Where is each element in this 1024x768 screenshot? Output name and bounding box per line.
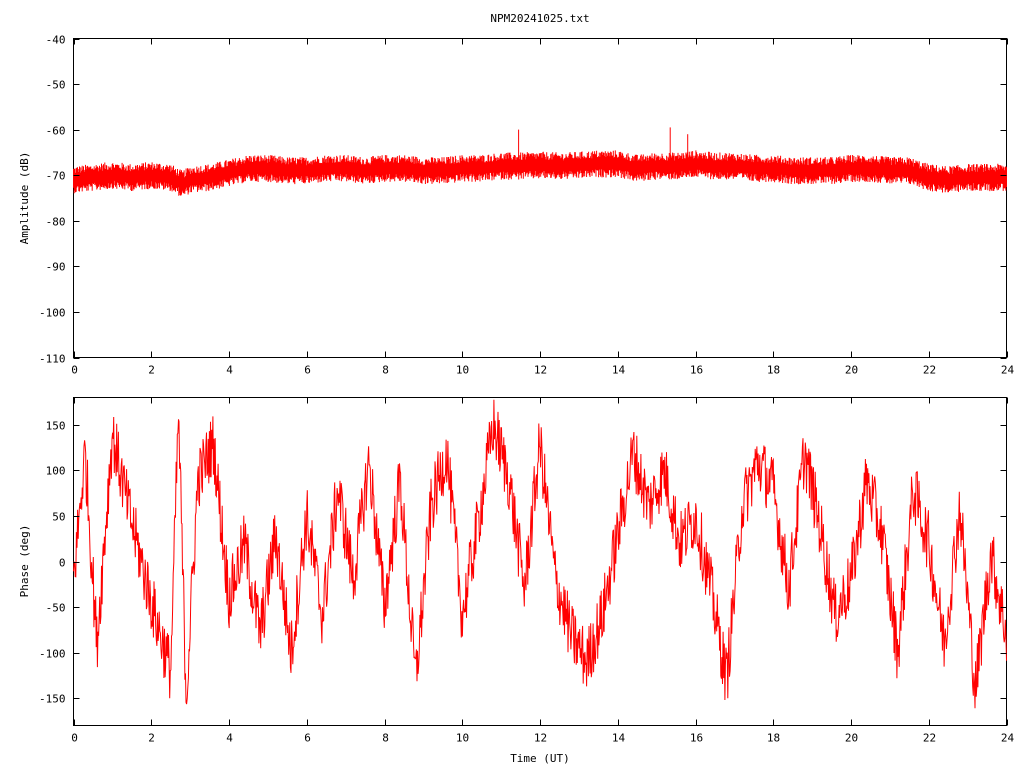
- x-tick-label: 24: [1001, 364, 1015, 377]
- x-tick-label: 20: [845, 732, 858, 745]
- phase-axes-group: 0 2 4 6 8 10 12 14 16 18 20 22 24150100500-50-100-15…: [39, 397, 1015, 745]
- x-tick-label: 2: [148, 732, 155, 745]
- x-tick-label: 22: [923, 364, 936, 377]
- phase-series-line: [73, 399, 1007, 709]
- x-tick-label: 24: [1001, 732, 1015, 745]
- x-tick-label: 16: [690, 732, 703, 745]
- x-tick-label: 2: [148, 364, 155, 377]
- x-tick-label: 12: [534, 732, 547, 745]
- x-tick-label: 4: [226, 364, 233, 377]
- amplitude-axes-group: 0 2 4 6 8 10 12 14 16 18 20 22 24-40-50-60-70-80-90-…: [39, 34, 1014, 377]
- y-tick-label: -70: [46, 170, 66, 183]
- y-tick-label: -150: [39, 693, 66, 706]
- x-tick-label: 8: [382, 732, 389, 745]
- x-tick-label: 12: [534, 364, 547, 377]
- y-tick-label: -80: [46, 216, 66, 229]
- x-tick-label: 10: [456, 364, 469, 377]
- x-tick-label: 18: [767, 732, 780, 745]
- x-tick-label: 0: [71, 364, 78, 377]
- x-tick-label: 10: [456, 732, 469, 745]
- x-tick-label: 8: [382, 364, 389, 377]
- amplitude-series-line: [73, 150, 1007, 196]
- y-tick-label: -50: [46, 79, 66, 92]
- x-tick-label: 16: [690, 364, 703, 377]
- x-tick-label: 22: [923, 732, 936, 745]
- x-tick-label: 0: [71, 732, 78, 745]
- y-tick-label: -110: [39, 353, 66, 366]
- phase-y-axis-label: Phase (deg): [18, 525, 31, 598]
- y-tick-label: -100: [39, 648, 66, 661]
- y-tick-label: -100: [39, 307, 66, 320]
- x-tick-label: 6: [304, 364, 311, 377]
- y-tick-label: -60: [46, 125, 66, 138]
- phase-trace-group: [73, 399, 1007, 709]
- x-tick-label: 6: [304, 732, 311, 745]
- y-tick-label: -90: [46, 261, 66, 274]
- y-tick-label: 150: [46, 420, 66, 433]
- chart-title: NPM20241025.txt: [490, 12, 589, 25]
- x-tick-label: 14: [612, 364, 626, 377]
- amplitude-y-axis-label: Amplitude (dB): [18, 152, 31, 245]
- time-x-axis-label: Time (UT): [510, 752, 570, 765]
- x-tick-label: 18: [767, 364, 780, 377]
- y-tick-label: 100: [46, 465, 66, 478]
- amplitude-trace-group: [73, 127, 1007, 196]
- x-tick-label: 20: [845, 364, 858, 377]
- y-tick-label: 50: [52, 511, 65, 524]
- x-tick-label: 4: [226, 732, 233, 745]
- x-tick-label: 14: [612, 732, 626, 745]
- y-tick-label: -50: [46, 602, 66, 615]
- y-tick-label: -40: [46, 34, 66, 47]
- y-tick-label: 0: [59, 557, 66, 570]
- amplitude-panel: 0 2 4 6 8 10 12 14 16 18 20 22 24-40-50-60-70-80-90-…: [18, 34, 1014, 377]
- phase-panel: 0 2 4 6 8 10 12 14 16 18 20 22 24150100500-50-100-15…: [18, 397, 1015, 765]
